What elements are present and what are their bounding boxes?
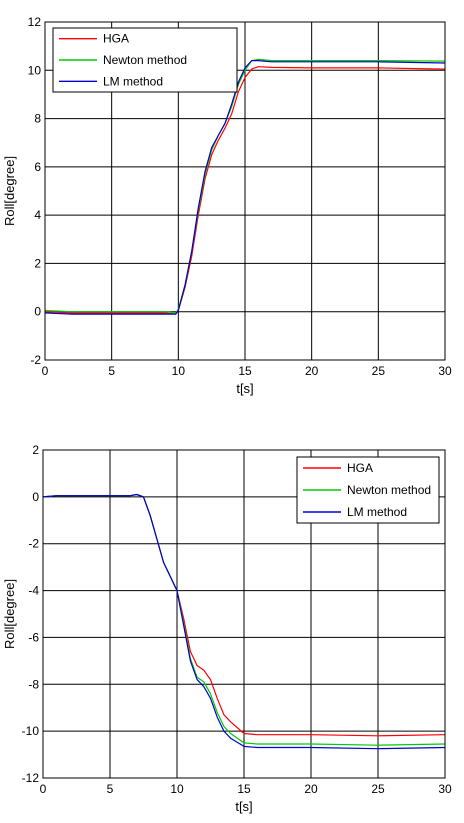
y-tick-label: 12 [28, 15, 42, 29]
series-line-lm-method [44, 59, 446, 315]
y-tick-label: -8 [28, 677, 39, 691]
x-tick-label: 30 [438, 782, 452, 796]
y-tick-label: -2 [30, 353, 41, 367]
y-tick-label: 2 [32, 443, 39, 457]
x-tick-label: 20 [305, 364, 319, 378]
y-tick-label: 2 [34, 256, 41, 270]
x-tick-label: 15 [237, 782, 251, 796]
legend-label: HGA [347, 461, 373, 475]
axes-frame [44, 21, 446, 361]
y-tick-label: -12 [22, 771, 40, 785]
y-tick-label: -6 [28, 630, 39, 644]
x-tick-label: 25 [372, 364, 386, 378]
y-tick-label: 0 [34, 305, 41, 319]
legend-label: Newton method [103, 53, 187, 67]
y-tick-label: 10 [28, 63, 42, 77]
y-axis-label: Roll[degree] [2, 579, 17, 649]
x-tick-label: 15 [238, 364, 252, 378]
legend-label: LM method [347, 505, 407, 519]
y-tick-label: -2 [28, 537, 39, 551]
y-tick-label: 6 [34, 160, 41, 174]
x-tick-label: 25 [371, 782, 385, 796]
x-tick-label: 30 [438, 364, 452, 378]
y-tick-label: -4 [28, 584, 39, 598]
legend: HGA Newton method LM method [296, 456, 440, 524]
legend-label: HGA [103, 32, 129, 46]
chart-1: 0 5 10 15 20 25 30-2024681012t[s]Roll[degree]H… [2, 15, 452, 396]
x-tick-label: 5 [108, 364, 115, 378]
y-tick-label: -10 [22, 724, 40, 738]
chart-2: 0 5 10 15 20 25 30 -12 -10 -8 -6 -4 -2 0 2 t[s] Roll[deg… [2, 443, 452, 814]
x-tick-label: 20 [304, 782, 318, 796]
y-axis-label: Roll[degree] [2, 156, 17, 226]
x-tick-label: 0 [40, 782, 47, 796]
x-axis-label: t[s] [235, 799, 252, 814]
y-tick-label: 0 [32, 490, 39, 504]
series-line-lm-method [42, 493, 446, 750]
legend: HGA Newton method LM method [52, 27, 238, 93]
x-tick-label: 0 [42, 364, 49, 378]
series-line-newton-method [44, 58, 446, 314]
legend-label: LM method [103, 74, 163, 88]
axes-frame [42, 449, 446, 779]
x-tick-label: 5 [107, 782, 114, 796]
x-axis-label: t[s] [236, 381, 253, 396]
x-tick-label: 10 [170, 782, 184, 796]
x-tick-label: 10 [172, 364, 186, 378]
legend-label: Newton method [347, 483, 431, 497]
y-tick-label: 4 [34, 208, 41, 222]
y-tick-label: 8 [34, 112, 41, 126]
